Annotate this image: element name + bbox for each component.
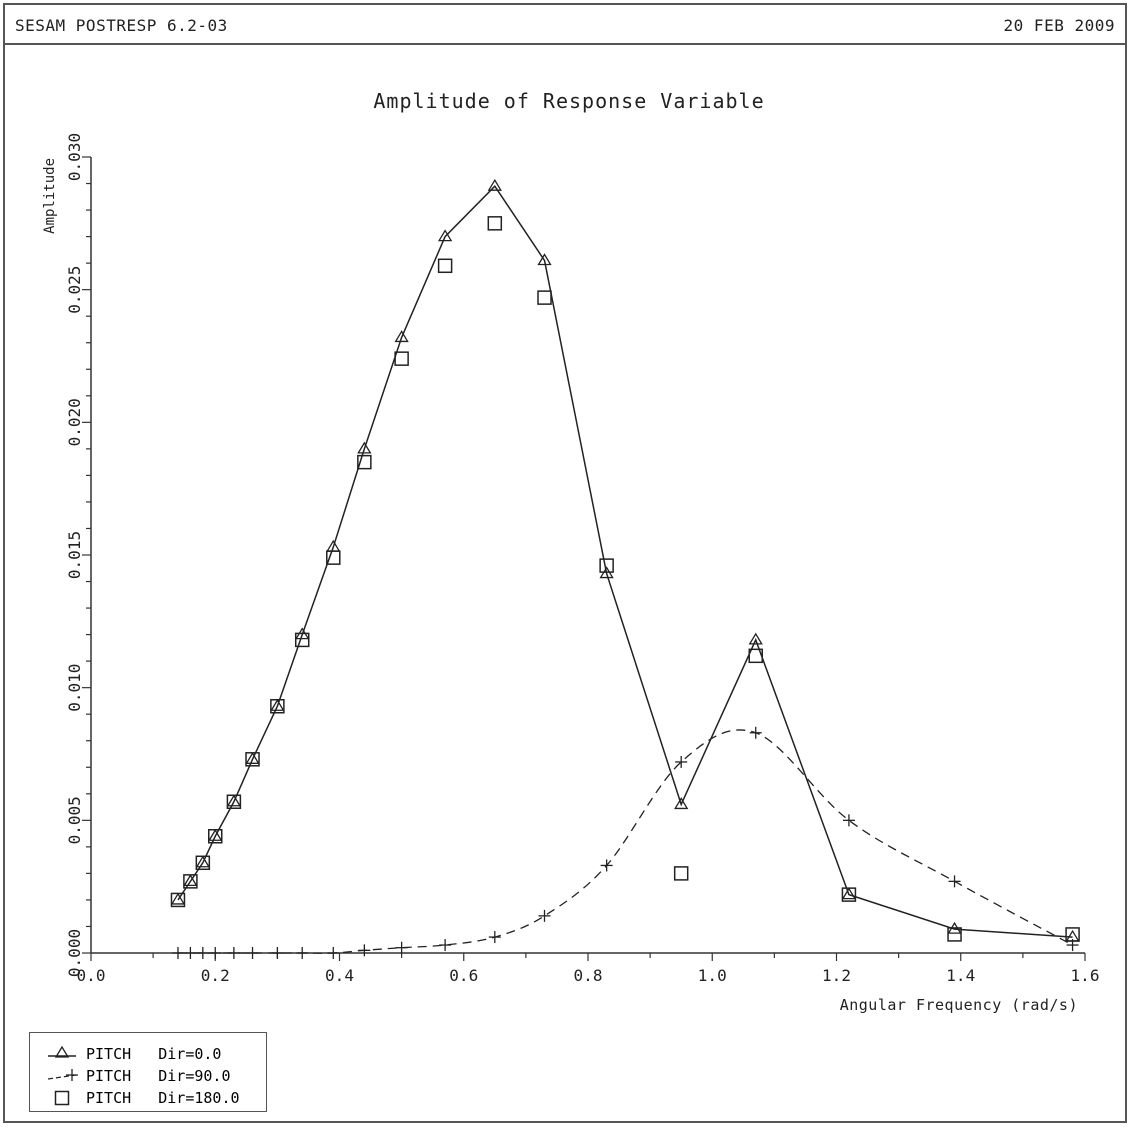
program-version: SESAM POSTRESP 6.2-03	[15, 16, 228, 35]
series-triangle	[170, 178, 1080, 942]
y-axis-label: Amplitude	[42, 158, 58, 234]
x-tick-label: 0.0	[77, 966, 106, 985]
data-point-triangle	[748, 632, 763, 645]
data-point-square	[599, 558, 614, 573]
series-line-dir-90	[177, 729, 1073, 954]
data-point-triangle	[170, 892, 186, 905]
data-point-square	[394, 351, 409, 366]
data-point-plus	[184, 947, 197, 959]
data-point-triangle	[245, 752, 260, 764]
data-point-plus	[196, 947, 209, 959]
legend-square-icon	[54, 1090, 70, 1106]
data-point-plus	[842, 814, 855, 827]
data-point-triangle	[195, 855, 210, 868]
data-point-plus	[675, 755, 688, 768]
data-point-triangle	[674, 797, 689, 810]
data-point-plus	[209, 947, 222, 959]
data-point-square	[357, 454, 372, 470]
data-point-triangle	[537, 253, 552, 266]
data-point-square	[673, 866, 689, 881]
plot-frame: SESAM POSTRESP 6.2-03 20 FEB 2009	[3, 3, 1127, 1123]
data-point-plus	[296, 947, 309, 959]
data-point-plus	[538, 909, 551, 922]
chart-title: Amplitude of Response Variable	[373, 89, 764, 113]
y-tick-label: 0.015	[65, 531, 84, 579]
legend-entry: PITCH Dir=90.0	[47, 1067, 231, 1085]
x-tick-label: 0.8	[574, 966, 603, 985]
data-point-plus	[246, 947, 259, 959]
legend: PITCH Dir=0.0 PITCH Dir=90.0 PITCH Dir=180…	[29, 1032, 267, 1112]
legend-entries: PITCH Dir=0.0 PITCH Dir=90.0 PITCH Dir=180…	[47, 1045, 240, 1107]
data-point-square	[195, 855, 211, 871]
data-point-triangle	[437, 229, 453, 242]
data-point-triangle	[357, 441, 372, 454]
x-tick-label: 1.2	[822, 966, 851, 985]
x-tick-label: 0.6	[449, 966, 478, 985]
data-point-plus	[358, 944, 371, 957]
data-point-triangle	[841, 887, 857, 900]
data-point-plus	[271, 947, 284, 959]
data-point-plus	[395, 941, 408, 954]
y-tick-label: 0.025	[65, 266, 84, 314]
axes: 0.0 0.2 0.4 0.6 0.8 1.0 1.2 1.4 1.6 0.000 0.005 0.0…	[65, 133, 1099, 985]
plot-date: 20 FEB 2009	[1003, 16, 1115, 35]
legend-label: PITCH Dir=0.0	[86, 1045, 221, 1063]
data-point-triangle	[394, 330, 409, 343]
data-point-square	[226, 794, 242, 810]
y-tick-label: 0.005	[65, 796, 84, 844]
y-tick-label: 0.010	[65, 664, 84, 712]
legend-entry: PITCH Dir=180.0	[54, 1089, 240, 1107]
legend-plus-icon	[66, 1069, 78, 1081]
data-point-square	[170, 892, 186, 908]
series-layer	[170, 178, 1080, 959]
data-point-plus	[600, 859, 613, 872]
data-point-square	[326, 550, 341, 565]
data-point-square	[208, 829, 223, 844]
x-tick-label: 0.4	[325, 966, 354, 985]
legend-label: PITCH Dir=90.0	[86, 1067, 231, 1085]
data-point-plus	[488, 931, 501, 944]
data-point-triangle	[208, 828, 223, 841]
y-tick-label: 0.000	[65, 929, 84, 977]
y-tick-label: 0.030	[65, 133, 84, 181]
data-point-square	[245, 752, 260, 767]
data-point-square	[947, 927, 962, 942]
series-square	[170, 216, 1080, 942]
data-point-triangle	[487, 178, 502, 191]
data-point-plus	[749, 726, 762, 739]
data-point-plus	[327, 947, 340, 959]
series-plus	[171, 726, 1079, 959]
data-point-square	[437, 258, 453, 274]
x-axis-label: Angular Frequency (rad/s)	[840, 996, 1078, 1014]
legend-triangle-icon	[54, 1045, 70, 1058]
series-line-dir-0	[177, 185, 1073, 938]
data-point-square	[748, 648, 763, 664]
data-point-triangle	[226, 794, 242, 807]
legend-entry: PITCH Dir=0.0	[48, 1045, 221, 1063]
data-point-plus	[439, 939, 452, 952]
legend-line-dashed	[47, 1074, 77, 1080]
data-point-square	[1065, 927, 1080, 942]
data-point-plus	[948, 875, 961, 888]
data-point-square	[294, 632, 310, 648]
data-point-square	[487, 216, 503, 231]
data-point-triangle	[183, 874, 198, 887]
data-point-square	[537, 290, 552, 305]
x-tick-label: 1.0	[698, 966, 727, 985]
data-point-square	[841, 887, 857, 902]
legend-label: PITCH Dir=180.0	[86, 1089, 240, 1107]
data-point-plus	[171, 947, 184, 959]
y-tick-label: 0.020	[65, 398, 84, 446]
x-tick-label: 1.6	[1071, 966, 1100, 985]
plot-header: SESAM POSTRESP 6.2-03 20 FEB 2009	[5, 5, 1125, 45]
x-tick-label: 0.2	[201, 966, 230, 985]
data-point-square	[270, 698, 285, 714]
data-point-square	[183, 874, 198, 889]
data-point-plus	[227, 947, 240, 959]
data-point-triangle	[270, 698, 285, 711]
x-tick-label: 1.4	[946, 966, 975, 985]
